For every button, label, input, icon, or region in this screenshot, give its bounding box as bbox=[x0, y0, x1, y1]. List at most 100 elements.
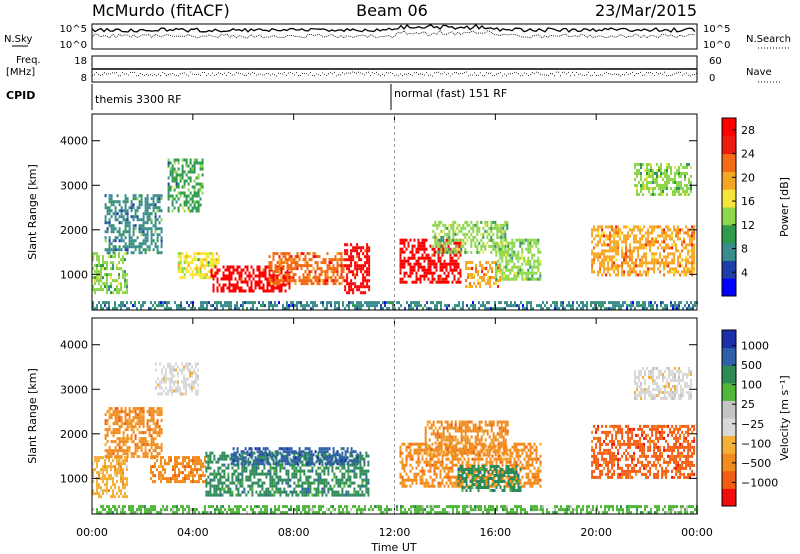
cpid-mode-1: themis 3300 RF bbox=[95, 93, 182, 106]
power-panel-region-10 bbox=[495, 238, 542, 281]
cpid-label: CPID bbox=[6, 89, 35, 102]
nsky-tick-bottom: 10^0 bbox=[60, 40, 87, 51]
freq-tick-bottom: 8 bbox=[81, 73, 87, 84]
power-panel-region-13 bbox=[92, 301, 698, 311]
power-panel-region-1 bbox=[104, 194, 163, 255]
velocity-panel-region-3 bbox=[150, 456, 206, 484]
power-colorbar-frame bbox=[721, 117, 737, 297]
power-colorbar-tick-label-4: 20 bbox=[741, 171, 755, 184]
velocity-colorbar-swatch-4 bbox=[722, 418, 736, 437]
power-colorbar-swatch-0 bbox=[722, 278, 736, 297]
nsearch-tick-bottom: 10^0 bbox=[703, 40, 730, 51]
search-noise-line bbox=[91, 29, 696, 39]
velocity-colorbar-swatch-1 bbox=[722, 470, 736, 489]
velocity-colorbar-swatch-2 bbox=[722, 453, 736, 472]
power-panel-ytick-label-3: 4000 bbox=[60, 135, 88, 148]
nave-dots bbox=[92, 71, 697, 77]
velocity-panel-region-1 bbox=[104, 407, 163, 459]
velocity-colorbar-tick-label-4: −25 bbox=[741, 418, 764, 431]
velocity-panel-ylabel: Slant Range [km] bbox=[26, 368, 39, 464]
velocity-colorbar-swatch-9 bbox=[722, 330, 736, 349]
power-colorbar-swatch-9 bbox=[722, 118, 736, 137]
xtick-label-4: 16:00 bbox=[479, 526, 511, 539]
nsearch-label: N.Search bbox=[746, 34, 791, 45]
velocity-colorbar-tick-label-0: 1000 bbox=[741, 340, 769, 353]
power-panel-ytick-label-1: 2000 bbox=[60, 224, 88, 237]
velocity-colorbar-swatch-5 bbox=[722, 400, 736, 419]
velocity-colorbar-frame bbox=[721, 329, 737, 507]
velocity-panel-region-8 bbox=[457, 465, 522, 492]
power-colorbar-label: Power [dB] bbox=[778, 177, 791, 237]
nave-tick-top: 60 bbox=[709, 56, 722, 67]
power-panel-ylabel: Slant Range [km] bbox=[26, 164, 39, 260]
velocity-panel-ytick-label-1: 2000 bbox=[60, 428, 88, 441]
power-colorbar-swatch-4 bbox=[722, 207, 736, 226]
power-panel-region-11 bbox=[591, 225, 696, 277]
power-colorbar-swatch-6 bbox=[722, 171, 736, 190]
velocity-colorbar-swatch-7 bbox=[722, 365, 736, 384]
date-title: 23/Mar/2015 bbox=[595, 1, 697, 20]
velocity-colorbar-tick-label-7: −1000 bbox=[741, 476, 778, 489]
power-colorbar-tick-label-5: 24 bbox=[741, 148, 755, 161]
power-panel-region-0 bbox=[92, 252, 128, 295]
power-panel-region-2 bbox=[167, 158, 204, 213]
beam-title: Beam 06 bbox=[356, 1, 428, 20]
xtick-label-5: 20:00 bbox=[580, 526, 612, 539]
power-panel-region-12 bbox=[634, 163, 692, 196]
velocity-colorbar-tick-label-6: −500 bbox=[741, 457, 771, 470]
xtick-label-6: 00:00 bbox=[681, 526, 713, 539]
freq-label: Freq. bbox=[16, 55, 41, 66]
power-colorbar-swatch-7 bbox=[722, 153, 736, 172]
velocity-colorbar-swatch-8 bbox=[722, 347, 736, 366]
power-panel-ytick-label-0: 1000 bbox=[60, 268, 88, 281]
nave-tick-bottom: 0 bbox=[709, 73, 715, 84]
time-axis: 00:00 04:00 08:00 12:00 16:00 20:00 00:00 bbox=[76, 526, 713, 539]
nave-label: Nave bbox=[746, 67, 772, 78]
velocity-colorbar-tick-label-1: 500 bbox=[741, 359, 762, 372]
velocity-panel-region-7 bbox=[424, 420, 509, 457]
velocity-panel-region-5 bbox=[230, 447, 359, 466]
velocity-panel-region-2 bbox=[155, 362, 199, 396]
power-colorbar-tick-label-3: 16 bbox=[741, 195, 755, 208]
velocity-colorbar-tick-label-3: 25 bbox=[741, 398, 755, 411]
power-colorbar-tick-label-1: 8 bbox=[741, 243, 748, 256]
xtick-label-3: 12:00 bbox=[379, 526, 411, 539]
power-colorbar-swatch-2 bbox=[722, 242, 736, 261]
power-panel-region-8 bbox=[432, 220, 509, 254]
xtick-label-1: 04:00 bbox=[177, 526, 209, 539]
velocity-panel-region-0 bbox=[92, 456, 128, 499]
power-panel-region-5 bbox=[268, 252, 345, 286]
power-colorbar-swatch-3 bbox=[722, 224, 736, 244]
velocity-panel-ytick-label-3: 4000 bbox=[60, 339, 88, 352]
cpid-mode-2: normal (fast) 151 RF bbox=[394, 87, 507, 100]
velocity-colorbar-label: Velocity [m s⁻¹] bbox=[778, 375, 791, 460]
velocity-panel-region-9 bbox=[591, 424, 696, 479]
power-panel-region-6 bbox=[344, 243, 371, 295]
power-colorbar-tick-label-0: 4 bbox=[741, 266, 748, 279]
freq-unit-label: [MHz] bbox=[6, 67, 35, 78]
power-colorbar-tick-label-6: 28 bbox=[741, 124, 755, 137]
power-colorbar: 4 8 12 16 20 24 28 Power [dB] bbox=[721, 117, 791, 297]
velocity-colorbar-swatch-3 bbox=[722, 435, 736, 454]
velocity-panel: 1000 2000 3000 4000 Slant Range [km] bbox=[26, 317, 698, 515]
power-panel: 1000 2000 3000 4000 Slant Range [km] bbox=[26, 113, 698, 311]
velocity-colorbar-tick-label-2: 100 bbox=[741, 379, 762, 392]
velocity-panel-region-10 bbox=[634, 367, 692, 400]
sky-noise-line bbox=[91, 23, 696, 33]
velocity-panel-ytick-label-0: 1000 bbox=[60, 472, 88, 485]
xtick-label-0: 00:00 bbox=[76, 526, 108, 539]
noise-lines bbox=[91, 23, 696, 39]
nsky-tick-top: 10^5 bbox=[60, 24, 87, 35]
power-colorbar-tick-label-2: 12 bbox=[741, 219, 755, 232]
velocity-colorbar-tick-label-5: −100 bbox=[741, 437, 771, 450]
power-colorbar-swatch-8 bbox=[722, 135, 736, 155]
station-title: McMurdo (fitACF) bbox=[92, 1, 230, 20]
power-colorbar-swatch-1 bbox=[722, 260, 736, 279]
power-panel-ytick-label-2: 3000 bbox=[60, 179, 88, 192]
noise-strip-frame bbox=[91, 23, 698, 50]
velocity-panel-ytick-label-2: 3000 bbox=[60, 383, 88, 396]
freq-lines bbox=[92, 68, 697, 77]
power-panel-region-7 bbox=[399, 238, 462, 284]
velocity-colorbar-swatch-6 bbox=[722, 382, 736, 401]
